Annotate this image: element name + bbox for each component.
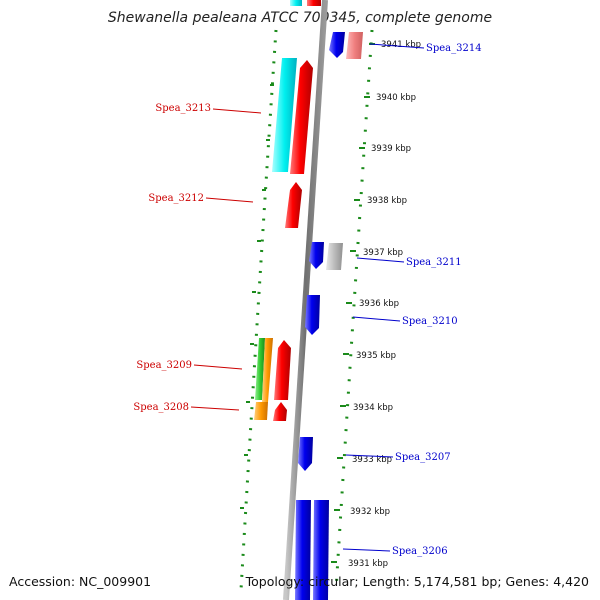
kbp-label-3933: 3933 kbp	[352, 455, 392, 465]
genome-summary-text: Topology: circular; Length: 5,174,581 bp…	[245, 574, 589, 589]
gene-spea-3209-homolog-orange[interactable]	[262, 338, 273, 402]
inner-tick-ring	[334, 29, 374, 591]
gene-spea-3213[interactable]	[290, 60, 313, 174]
gene-spea-3209-homolog-green[interactable]	[255, 338, 265, 400]
outer-major-ticks	[240, 84, 274, 509]
label-spea-3214[interactable]: Spea_3214	[426, 43, 482, 54]
forward-gene-labels: Spea_3213 Spea_3212 Spea_3209 Spea_3208	[133, 103, 262, 413]
forward-genes	[254, 0, 321, 421]
gene-partial-red[interactable]	[307, 0, 321, 6]
gene-spea-3211-homolog[interactable]	[326, 243, 343, 270]
gene-spea-3206[interactable]	[295, 500, 311, 600]
kbp-label-3938: 3938 kbp	[367, 196, 407, 206]
kbp-label-3931: 3931 kbp	[348, 559, 388, 569]
reverse-genes	[295, 32, 363, 600]
gene-partial-cyan[interactable]	[290, 0, 302, 6]
gene-spea-3207[interactable]	[298, 437, 313, 471]
kbp-label-3941: 3941 kbp	[381, 40, 421, 50]
label-spea-3210[interactable]: Spea_3210	[402, 316, 458, 327]
gene-spea-3213-homolog[interactable]	[272, 58, 297, 172]
scale-labels: 3941 kbp 3940 kbp 3939 kbp 3938 kbp 3937…	[348, 40, 421, 569]
gene-spea-3212[interactable]	[285, 182, 302, 228]
inner-major-ticks	[331, 43, 375, 563]
label-spea-3206[interactable]: Spea_3206	[392, 546, 448, 557]
gene-spea-3208-homolog[interactable]	[254, 402, 268, 420]
label-spea-3211[interactable]: Spea_3211	[406, 257, 462, 268]
label-spea-3207[interactable]: Spea_3207	[395, 452, 451, 463]
gene-spea-3208[interactable]	[273, 402, 287, 421]
gene-spea-3210[interactable]	[305, 295, 320, 335]
genome-backbone	[283, 0, 328, 600]
gene-spea-3206-homolog[interactable]	[313, 500, 329, 600]
kbp-label-3940: 3940 kbp	[376, 93, 416, 103]
kbp-label-3936: 3936 kbp	[359, 299, 399, 309]
gene-spea-3214-homolog[interactable]	[346, 32, 363, 59]
label-spea-3212[interactable]: Spea_3212	[148, 193, 204, 204]
gene-spea-3209[interactable]	[274, 340, 291, 400]
gene-spea-3214[interactable]	[329, 32, 345, 58]
label-spea-3213[interactable]: Spea_3213	[155, 103, 211, 114]
kbp-label-3932: 3932 kbp	[350, 507, 390, 517]
label-spea-3208[interactable]: Spea_3208	[133, 402, 189, 413]
accession-text: Accession: NC_009901	[9, 574, 151, 589]
map-title: Shewanella pealeana ATCC 700345, complet…	[108, 10, 492, 26]
kbp-label-3937: 3937 kbp	[363, 248, 403, 258]
kbp-label-3939: 3939 kbp	[371, 144, 411, 154]
outer-tick-ring	[239, 29, 278, 591]
gene-spea-3211[interactable]	[309, 242, 324, 269]
kbp-label-3934: 3934 kbp	[353, 403, 393, 413]
label-spea-3209[interactable]: Spea_3209	[136, 360, 192, 371]
kbp-label-3935: 3935 kbp	[356, 351, 396, 361]
reverse-gene-labels: Spea_3214 Spea_3211 Spea_3210 Spea_3207 …	[342, 43, 482, 557]
